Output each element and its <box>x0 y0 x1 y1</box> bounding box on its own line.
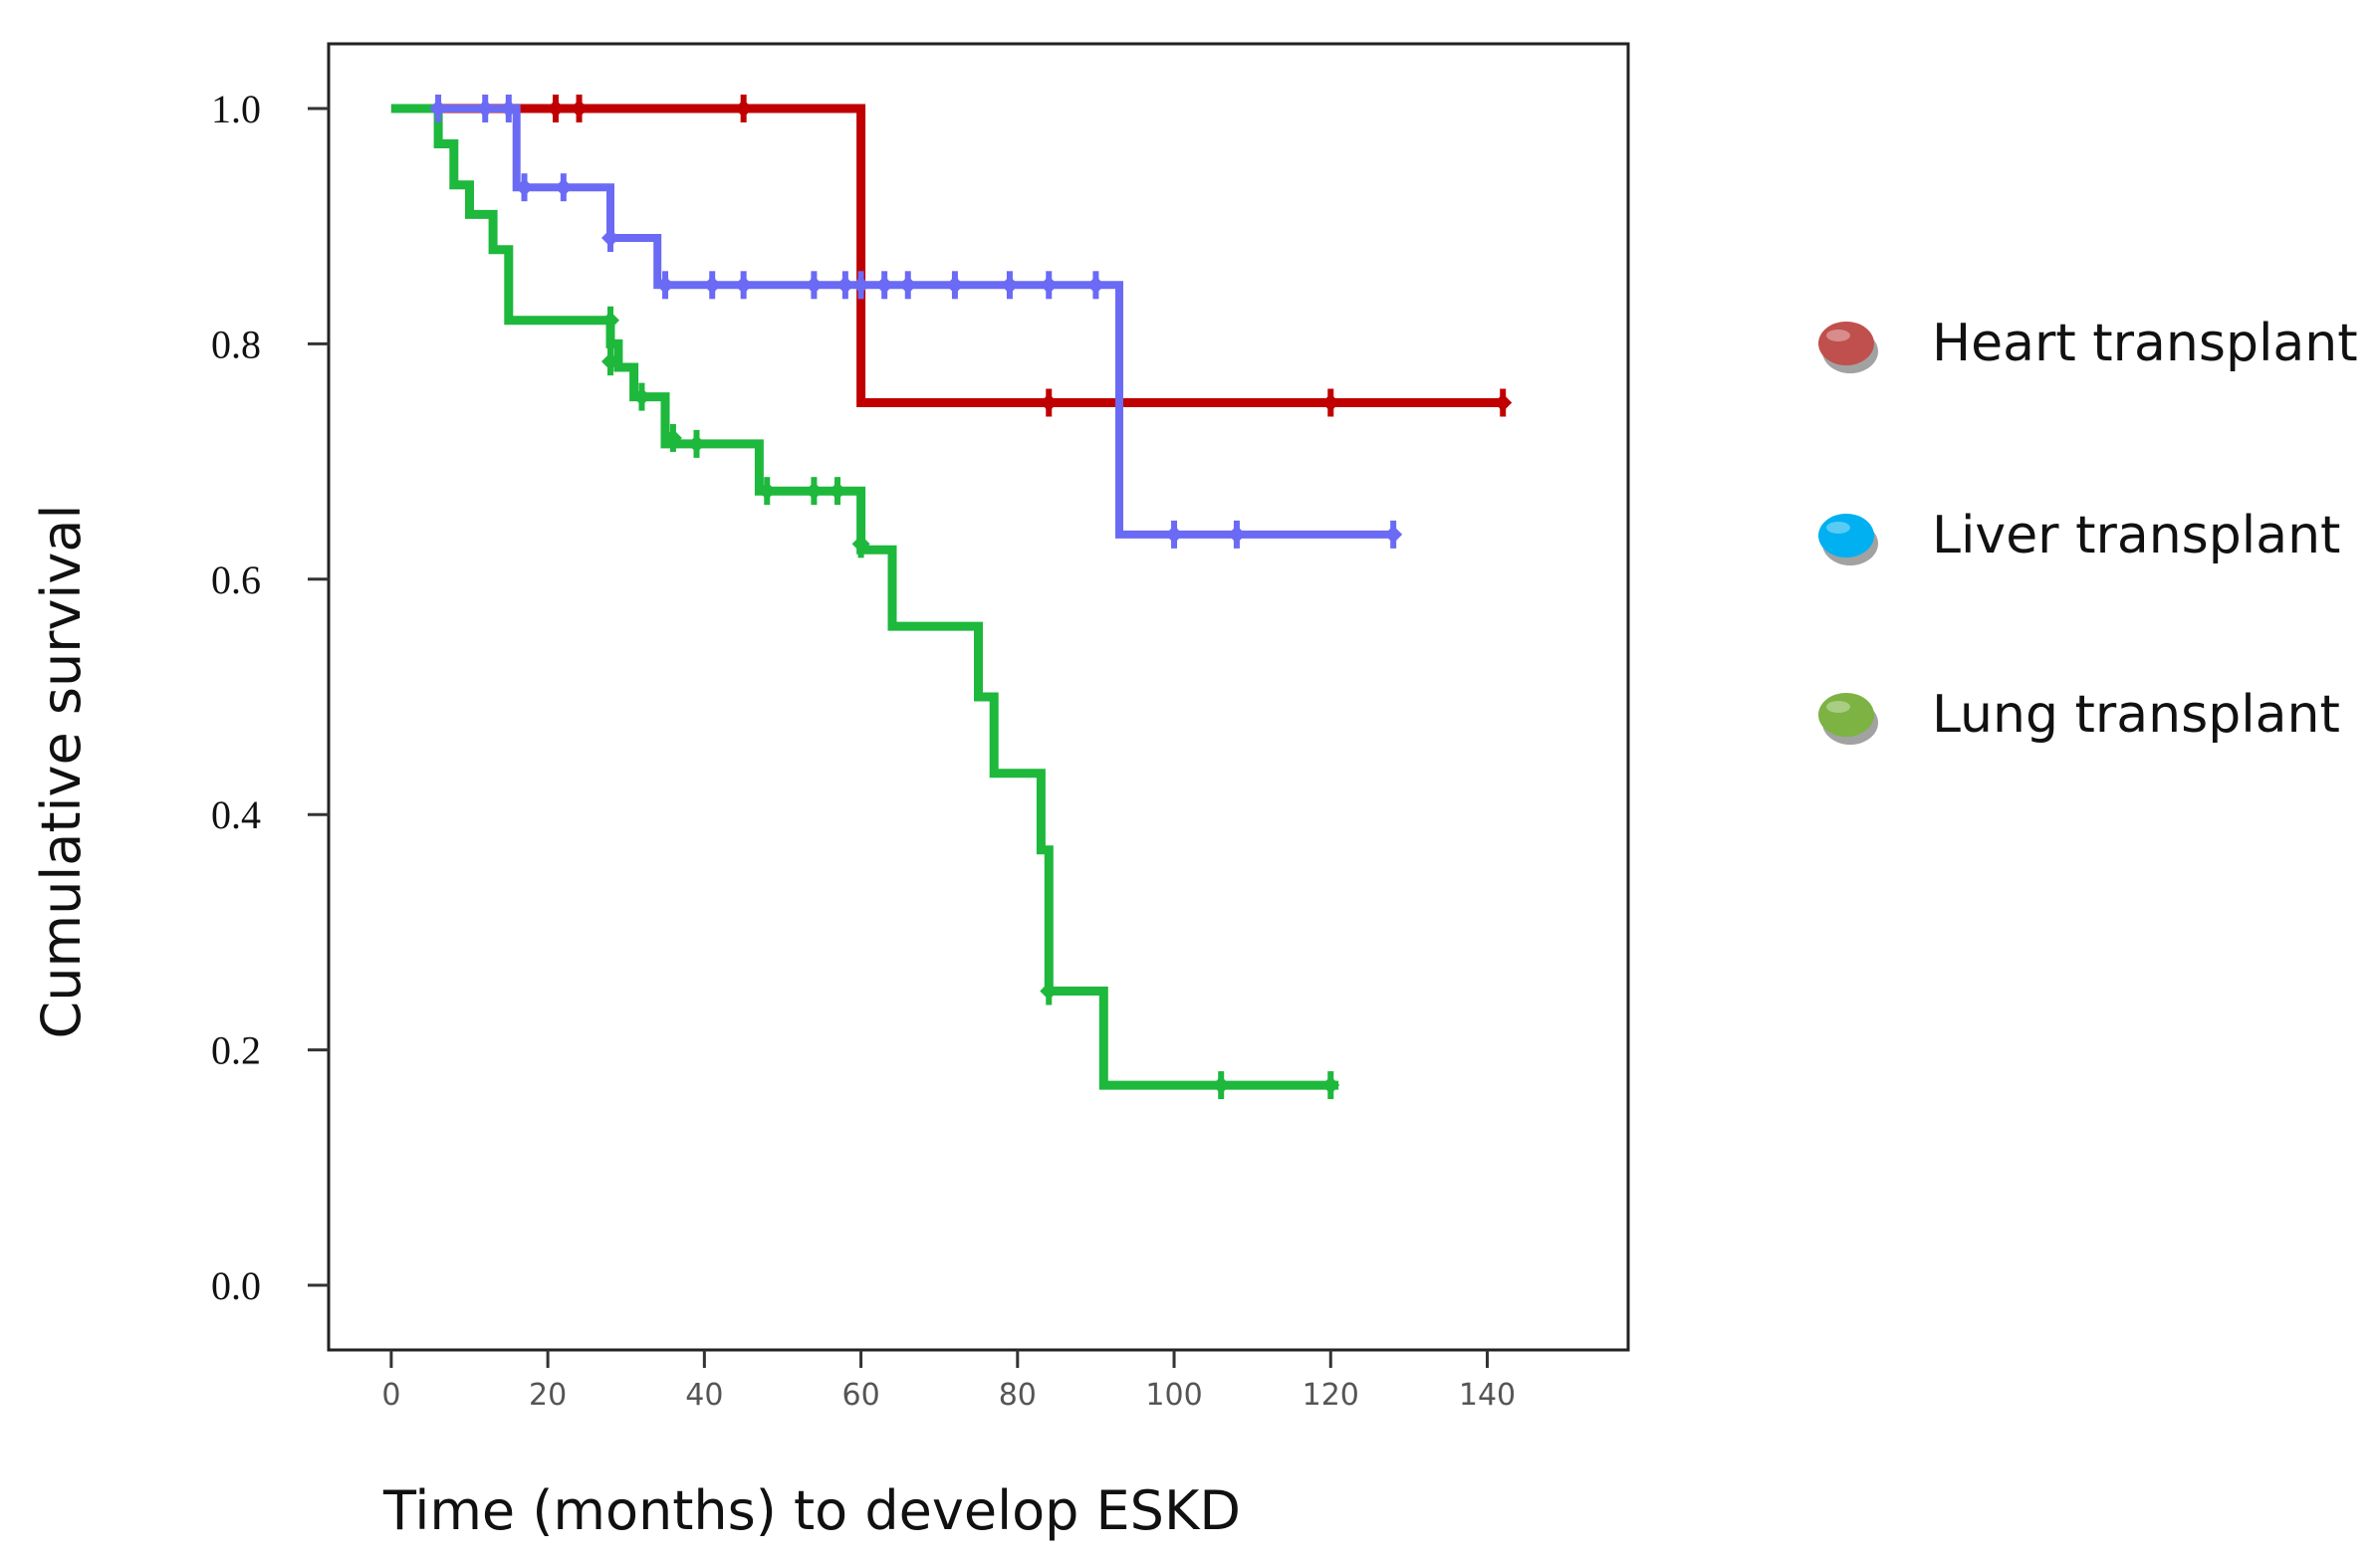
heart-transplant-legend-label: Heart transplant <box>1932 314 2358 373</box>
y-axis-ticks <box>308 107 329 1287</box>
lung-transplant-censor-mark <box>1212 1071 1231 1100</box>
liver-transplant-legend-marker <box>1818 514 1878 565</box>
liver-transplant-censor-mark <box>835 271 854 300</box>
heart-transplant-censor-mark <box>570 95 589 123</box>
liver-transplant-curve <box>438 105 1394 539</box>
lung-transplant-censor-mark <box>758 477 777 506</box>
heart-transplant-legend-marker <box>1818 322 1878 373</box>
x-tick-label: 20 <box>529 1378 567 1413</box>
lung-transplant-censor-mark <box>1040 977 1059 1005</box>
liver-transplant-censor-mark <box>703 271 722 300</box>
x-tick-label: 100 <box>1145 1378 1202 1413</box>
liver-transplant-censor-mark <box>1227 520 1246 549</box>
x-tick-label: 140 <box>1459 1378 1516 1413</box>
liver-transplant-censor-mark <box>476 95 495 123</box>
x-tick-label: 0 <box>381 1378 400 1413</box>
censor-marks <box>429 95 1513 1100</box>
heart-transplant-censor-mark <box>734 95 753 123</box>
heart-transplant-censor-mark <box>546 95 565 123</box>
legend: Heart transplant Liver transplant Lung tra… <box>1818 314 2358 745</box>
lung-transplant-legend-marker <box>1818 693 1878 745</box>
liver-transplant-censor-mark <box>1165 520 1184 549</box>
lung-transplant-censor-mark <box>687 429 706 458</box>
x-tick-label: 80 <box>999 1378 1037 1413</box>
heart-transplant-censor-mark <box>1040 388 1059 417</box>
liver-transplant-legend-label: Liver transplant <box>1932 506 2340 565</box>
x-axis-tick-labels: 0 20 40 60 80 100 120 140 <box>381 1378 1516 1413</box>
x-tick-label: 120 <box>1303 1378 1359 1413</box>
liver-transplant-censor-mark <box>499 95 518 123</box>
y-tick-label: 0.6 <box>211 558 261 602</box>
lung-transplant-censor-mark <box>828 477 846 506</box>
liver-transplant-censor-mark <box>1086 271 1105 300</box>
liver-transplant-censor-mark <box>1000 271 1019 300</box>
liver-transplant-censor-mark <box>945 271 964 300</box>
lung-transplant-curve <box>390 104 1339 1090</box>
liver-transplant-censor-mark <box>851 271 870 300</box>
lung-transplant-censor-mark <box>663 423 682 452</box>
heart-transplant-curve <box>390 104 1504 407</box>
y-axis-tick-labels: 0.0 0.2 0.4 0.6 0.8 1.0 <box>211 87 261 1308</box>
survival-curves <box>390 104 1504 1090</box>
liver-transplant-censor-mark <box>1384 520 1403 549</box>
x-tick-label: 40 <box>685 1378 723 1413</box>
x-axis-ticks <box>389 1350 1489 1368</box>
lung-transplant-legend-label: Lung transplant <box>1932 685 2340 745</box>
lung-transplant-censor-mark <box>601 347 620 376</box>
y-tick-label: 1.0 <box>211 87 261 131</box>
liver-transplant-censor-mark <box>656 271 675 300</box>
lung-transplant-censor-mark <box>1321 1071 1340 1100</box>
x-axis-title: Time (months) to develop ESKD <box>382 1479 1241 1542</box>
liver-transplant-censor-mark <box>1040 271 1059 300</box>
liver-transplant-censor-mark <box>515 173 534 202</box>
y-axis-title: Cumulative survival <box>30 505 93 1039</box>
liver-transplant-censor-mark <box>429 95 448 123</box>
liver-transplant-censor-mark <box>554 173 573 202</box>
y-tick-label: 0.4 <box>211 792 261 837</box>
liver-transplant-censor-mark <box>805 271 824 300</box>
lung-transplant-censor-mark <box>601 306 620 334</box>
lung-transplant-censor-mark <box>851 530 870 558</box>
y-tick-label: 0.2 <box>211 1028 261 1073</box>
liver-transplant-censor-mark <box>601 224 620 253</box>
heart-transplant-censor-mark <box>1494 388 1513 417</box>
liver-transplant-censor-mark <box>734 271 753 300</box>
y-tick-label: 0.0 <box>211 1263 261 1308</box>
liver-transplant-censor-mark <box>898 271 917 300</box>
liver-transplant-censor-mark <box>875 271 894 300</box>
lung-transplant-censor-mark <box>632 382 651 411</box>
y-tick-label: 0.8 <box>211 322 261 366</box>
lung-transplant-censor-mark <box>805 477 824 506</box>
plot-frame <box>327 42 1630 1352</box>
x-tick-label: 60 <box>841 1378 879 1413</box>
heart-transplant-censor-mark <box>1321 388 1340 417</box>
